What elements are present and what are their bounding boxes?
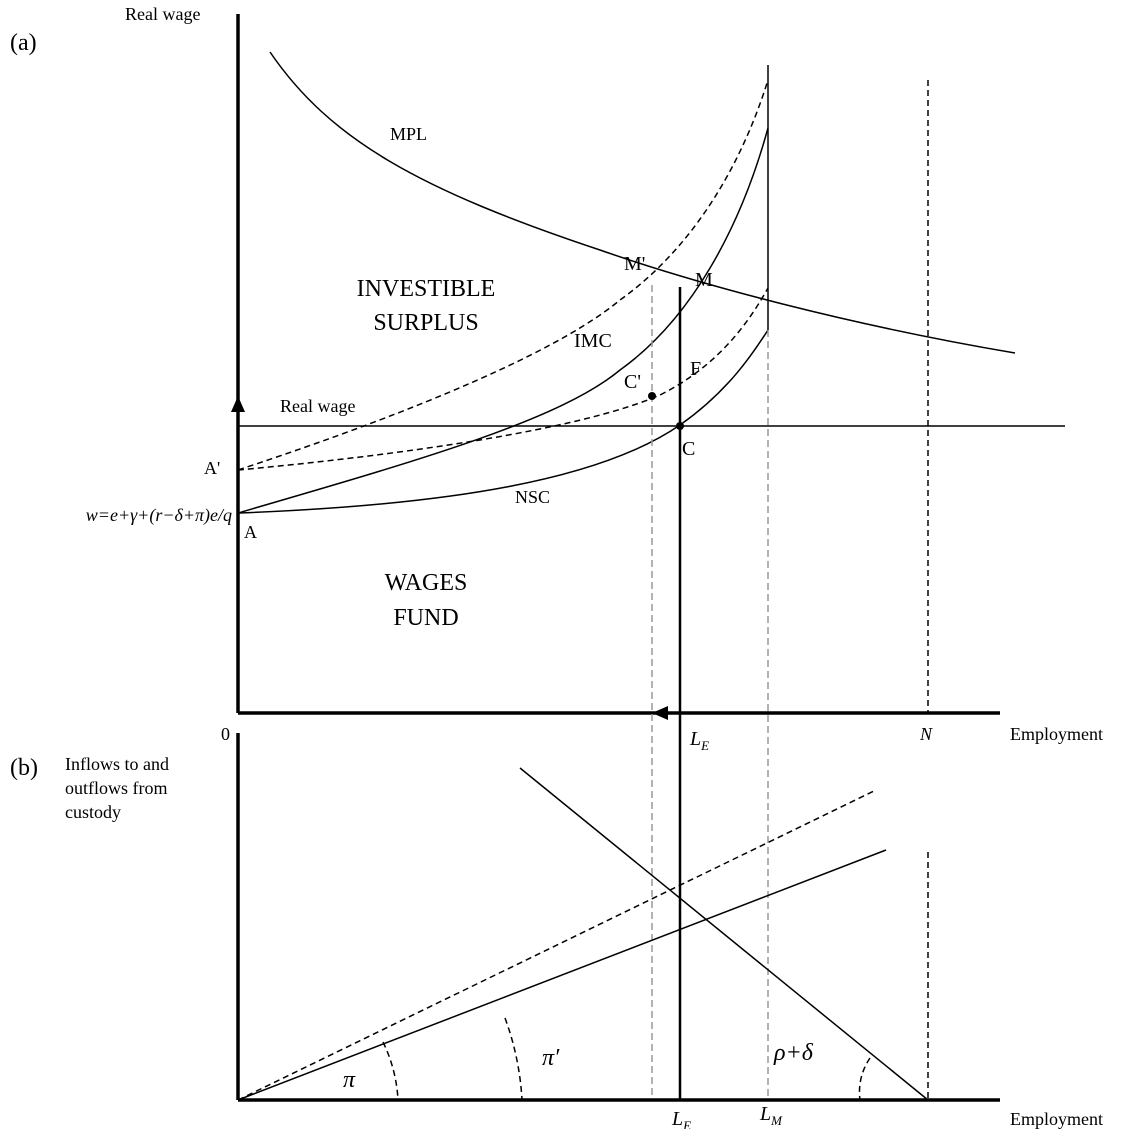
origin-label: 0: [221, 724, 230, 744]
panel-tag: (b): [10, 755, 38, 781]
inflow-dashed: [237, 789, 877, 1101]
point-label: M: [695, 269, 713, 291]
axis-label: Real wage: [125, 4, 200, 24]
axis-label: Inflows to and: [65, 754, 169, 774]
imc-dashed: [237, 79, 769, 471]
axis-tick-label: N: [919, 724, 933, 744]
angle-label: ρ+δ: [773, 1040, 814, 1066]
axis-label: custody: [65, 802, 121, 822]
mpl-curve: [269, 51, 1016, 354]
point-label: C': [624, 371, 641, 393]
point-label: A: [244, 522, 257, 542]
angle-arc: [858, 1057, 871, 1101]
panel-tag: (a): [10, 30, 37, 56]
angle-label: π′: [542, 1045, 560, 1071]
axis-label: Employment: [1010, 724, 1103, 744]
axis-label: outflows from: [65, 778, 168, 798]
point-label: C: [682, 438, 695, 460]
axis-label: Employment: [1010, 1109, 1103, 1129]
angle-arc: [504, 1017, 523, 1101]
formula: w=e+γ+(r−δ+π)e/q: [86, 505, 232, 526]
point-label: F: [690, 358, 701, 380]
imc-curve: [237, 127, 769, 514]
angle-arc: [382, 1041, 399, 1101]
point: [648, 392, 656, 400]
area-label: WAGES: [385, 570, 468, 596]
curve-label: MPL: [390, 124, 427, 144]
curve-label: NSC: [515, 487, 550, 507]
area-label: SURPLUS: [373, 310, 478, 336]
axis-tick-label: LM: [759, 1103, 783, 1128]
point: [676, 422, 684, 430]
point-label: A': [204, 458, 220, 478]
nsc-curve: [237, 329, 769, 514]
angle-label: π: [343, 1067, 356, 1093]
area-label: INVESTIBLE: [357, 276, 496, 302]
dashed-curve: [237, 287, 769, 471]
line-label: Real wage: [280, 396, 355, 416]
point-label: M': [624, 253, 645, 275]
arrow: [652, 706, 668, 720]
area-label: FUND: [393, 605, 458, 631]
outflow-line: [519, 767, 929, 1101]
inflow-line: [237, 849, 887, 1101]
axis-tick-label: LE: [671, 1108, 691, 1129]
curve-label: IMC: [574, 330, 612, 352]
arrow: [231, 396, 245, 412]
axis-tick-label: LE: [689, 728, 709, 753]
